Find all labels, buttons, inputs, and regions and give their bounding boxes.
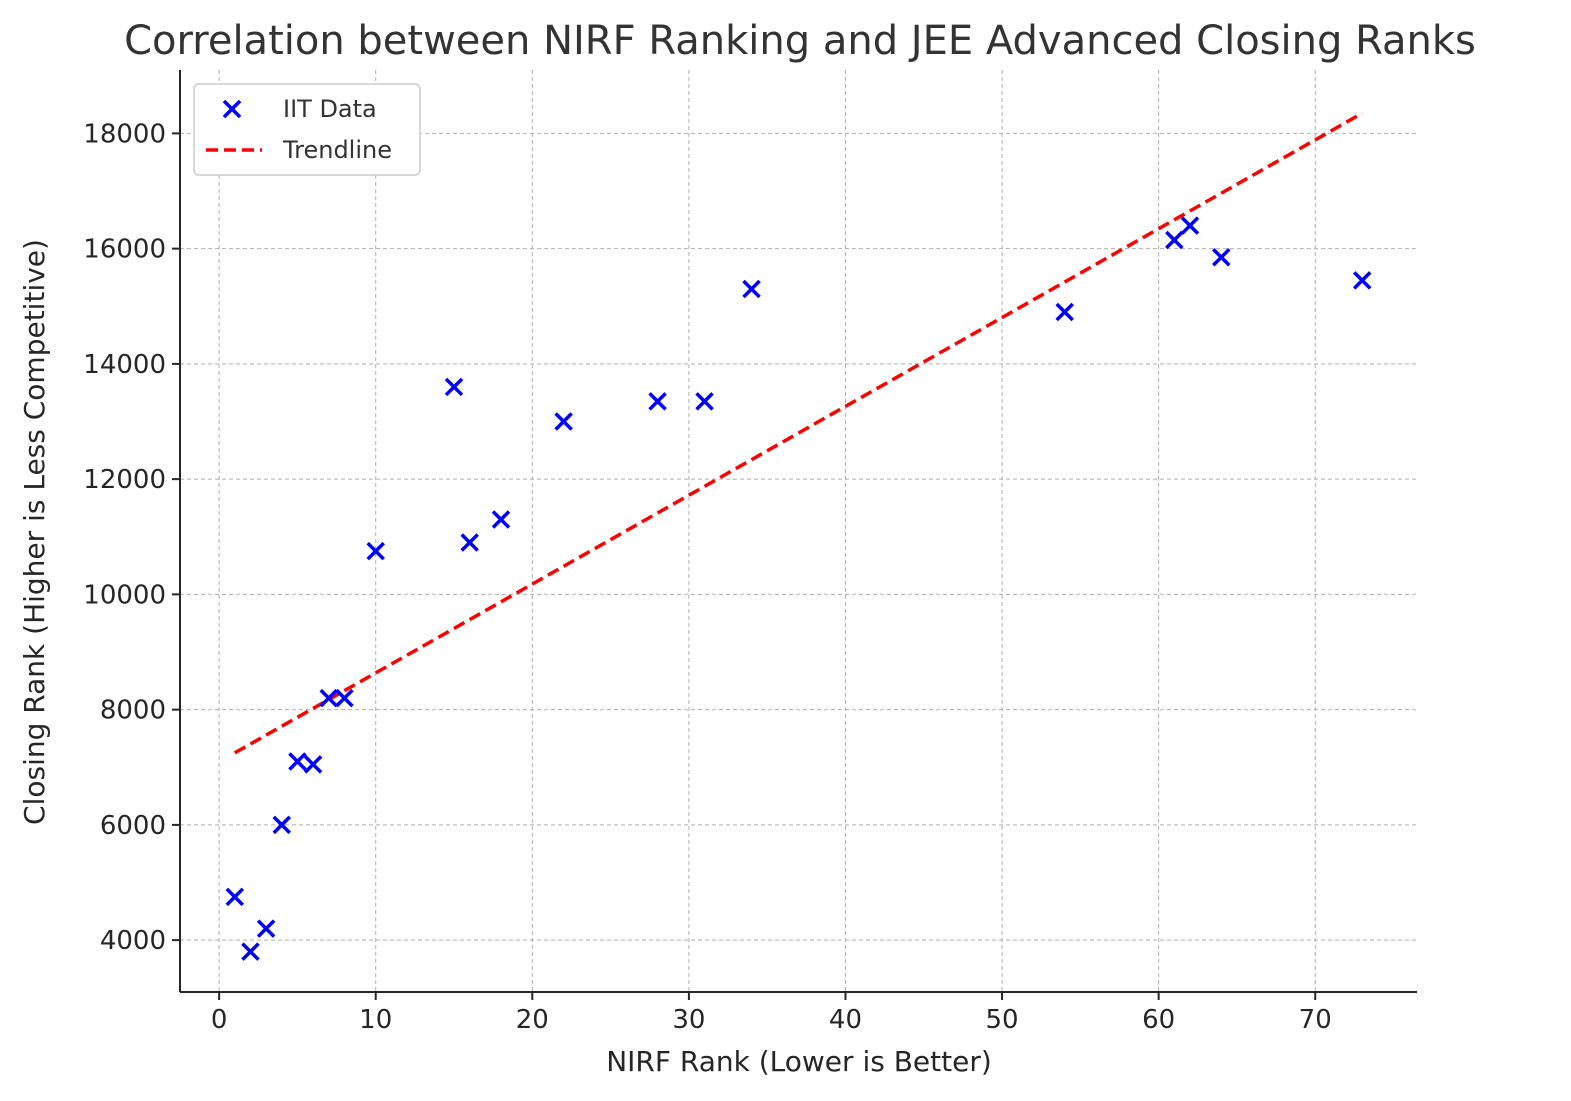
data-point <box>1180 216 1200 235</box>
axes <box>179 70 1417 993</box>
x-tick-label: 40 <box>829 1005 862 1035</box>
data-point <box>491 510 511 529</box>
trendline-line <box>233 111 1364 755</box>
data-point <box>288 752 307 771</box>
data-point <box>695 392 714 411</box>
x-tick-label: 60 <box>1142 1005 1175 1035</box>
y-tick-label: 10000 <box>83 580 166 610</box>
x-tick-label: 70 <box>1299 1005 1332 1035</box>
data-point <box>460 533 479 552</box>
legend: IIT Data Trendline <box>193 83 421 176</box>
x-tick-label: 50 <box>986 1005 1019 1035</box>
data-point <box>1165 230 1184 250</box>
data-point <box>241 942 260 961</box>
x-tick-label: 0 <box>211 1005 228 1035</box>
data-point <box>319 688 338 708</box>
data-point <box>366 541 385 561</box>
y-axis-title: Closing Rank (Higher is Less Competitive… <box>18 239 51 825</box>
data-points <box>225 216 1372 961</box>
data-point <box>648 392 667 411</box>
x-tick-label: 20 <box>516 1005 549 1035</box>
y-tick-label: 4000 <box>100 926 166 956</box>
y-tick-label: 18000 <box>83 119 166 149</box>
data-point <box>1212 248 1231 267</box>
trendline <box>233 111 1364 755</box>
x-tick-label: 30 <box>672 1005 705 1035</box>
y-tick-label: 14000 <box>83 350 166 380</box>
y-tick-label: 8000 <box>100 696 166 726</box>
legend-label-trendline: Trendline <box>282 136 392 164</box>
y-tick-label: 12000 <box>83 465 166 495</box>
grid <box>180 70 1417 992</box>
y-tick-label: 16000 <box>83 235 166 265</box>
data-point <box>272 815 292 835</box>
legend-marker-x <box>222 99 242 119</box>
data-point <box>554 412 573 431</box>
x-axis-ticks: 0 10 20 30 40 50 60 70 <box>211 992 1332 1035</box>
x-axis-title: NIRF Rank (Lower is Better) <box>606 1045 992 1078</box>
y-axis-ticks: 4000 6000 8000 10000 12000 14000 16000 18000 <box>83 119 180 956</box>
data-point <box>335 688 354 708</box>
legend-box <box>193 83 421 176</box>
data-point <box>1352 271 1372 290</box>
chart-title: Correlation between NIRF Ranking and JEE… <box>124 18 1476 64</box>
x-tick-label: 10 <box>359 1005 392 1035</box>
data-point <box>303 755 323 774</box>
data-point <box>742 279 761 299</box>
data-point <box>256 919 276 938</box>
data-point <box>1055 302 1074 322</box>
legend-label-iit-data: IIT Data <box>283 95 377 123</box>
data-point <box>225 887 245 907</box>
y-tick-label: 6000 <box>100 811 166 841</box>
data-point <box>444 377 464 397</box>
